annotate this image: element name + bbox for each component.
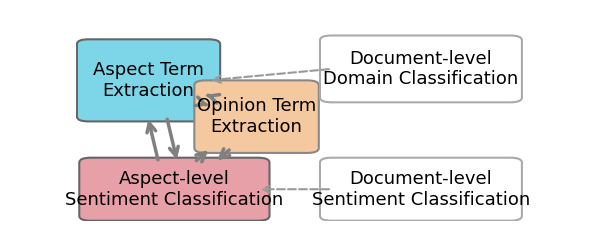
FancyBboxPatch shape <box>77 39 220 122</box>
Text: Aspect Term
Extraction: Aspect Term Extraction <box>93 61 204 100</box>
FancyBboxPatch shape <box>195 80 319 153</box>
Text: Opinion Term
Extraction: Opinion Term Extraction <box>197 97 316 136</box>
Text: Document-level
Domain Classification: Document-level Domain Classification <box>324 50 519 88</box>
Text: Aspect-level
Sentiment Classification: Aspect-level Sentiment Classification <box>65 170 284 209</box>
FancyBboxPatch shape <box>79 158 270 221</box>
Text: Document-level
Sentiment Classification: Document-level Sentiment Classification <box>312 170 530 209</box>
FancyBboxPatch shape <box>320 35 522 102</box>
FancyBboxPatch shape <box>320 158 522 221</box>
